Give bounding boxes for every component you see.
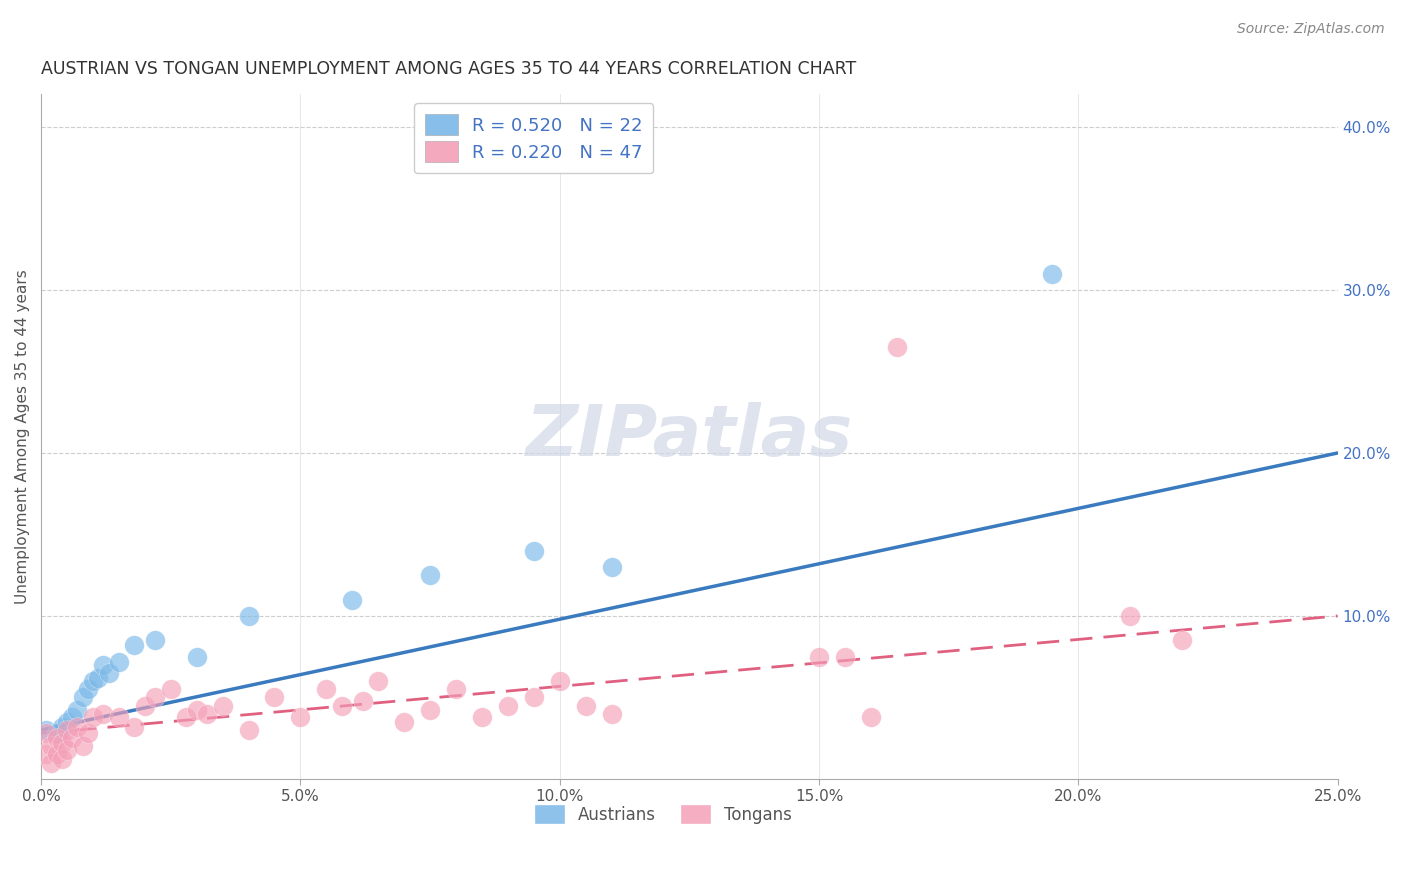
Point	[471, 710, 494, 724]
Point	[108, 655, 131, 669]
Point	[41, 756, 63, 770]
Point	[143, 633, 166, 648]
Point	[72, 690, 94, 705]
Point	[859, 710, 882, 724]
Point	[600, 706, 623, 721]
Point	[523, 690, 546, 705]
Point	[60, 710, 83, 724]
Point	[93, 706, 115, 721]
Point	[886, 340, 908, 354]
Point	[87, 671, 110, 685]
Legend: Austrians, Tongans: Austrians, Tongans	[526, 797, 800, 832]
Point	[124, 720, 146, 734]
Point	[238, 609, 260, 624]
Point	[367, 674, 389, 689]
Point	[45, 726, 67, 740]
Point	[195, 706, 218, 721]
Point	[1171, 633, 1194, 648]
Point	[186, 649, 208, 664]
Point	[392, 714, 415, 729]
Point	[56, 714, 79, 729]
Point	[97, 665, 120, 680]
Point	[211, 698, 233, 713]
Point	[419, 703, 441, 717]
Point	[35, 723, 58, 737]
Point	[56, 742, 79, 756]
Point	[176, 710, 198, 724]
Point	[41, 739, 63, 754]
Point	[808, 649, 831, 664]
Point	[523, 543, 546, 558]
Point	[600, 560, 623, 574]
Point	[76, 726, 98, 740]
Point	[82, 674, 104, 689]
Point	[35, 747, 58, 762]
Point	[186, 703, 208, 717]
Point	[290, 710, 312, 724]
Point	[45, 731, 67, 746]
Point	[444, 682, 467, 697]
Point	[419, 568, 441, 582]
Point	[834, 649, 856, 664]
Point	[575, 698, 598, 713]
Point	[51, 736, 73, 750]
Point	[76, 682, 98, 697]
Y-axis label: Unemployment Among Ages 35 to 44 years: Unemployment Among Ages 35 to 44 years	[15, 269, 30, 604]
Text: ZIPatlas: ZIPatlas	[526, 402, 853, 471]
Point	[496, 698, 519, 713]
Point	[51, 720, 73, 734]
Point	[1042, 267, 1064, 281]
Point	[108, 710, 131, 724]
Point	[143, 690, 166, 705]
Point	[134, 698, 156, 713]
Point	[35, 726, 58, 740]
Point	[72, 739, 94, 754]
Point	[124, 638, 146, 652]
Text: Source: ZipAtlas.com: Source: ZipAtlas.com	[1237, 22, 1385, 37]
Point	[263, 690, 285, 705]
Point	[548, 674, 571, 689]
Point	[330, 698, 353, 713]
Point	[159, 682, 181, 697]
Point	[51, 752, 73, 766]
Point	[315, 682, 337, 697]
Point	[66, 703, 89, 717]
Point	[82, 710, 104, 724]
Point	[1119, 609, 1142, 624]
Point	[66, 720, 89, 734]
Point	[60, 731, 83, 746]
Point	[238, 723, 260, 737]
Point	[342, 592, 364, 607]
Text: AUSTRIAN VS TONGAN UNEMPLOYMENT AMONG AGES 35 TO 44 YEARS CORRELATION CHART: AUSTRIAN VS TONGAN UNEMPLOYMENT AMONG AG…	[41, 60, 856, 78]
Point	[93, 657, 115, 672]
Point	[45, 747, 67, 762]
Point	[56, 723, 79, 737]
Point	[352, 694, 374, 708]
